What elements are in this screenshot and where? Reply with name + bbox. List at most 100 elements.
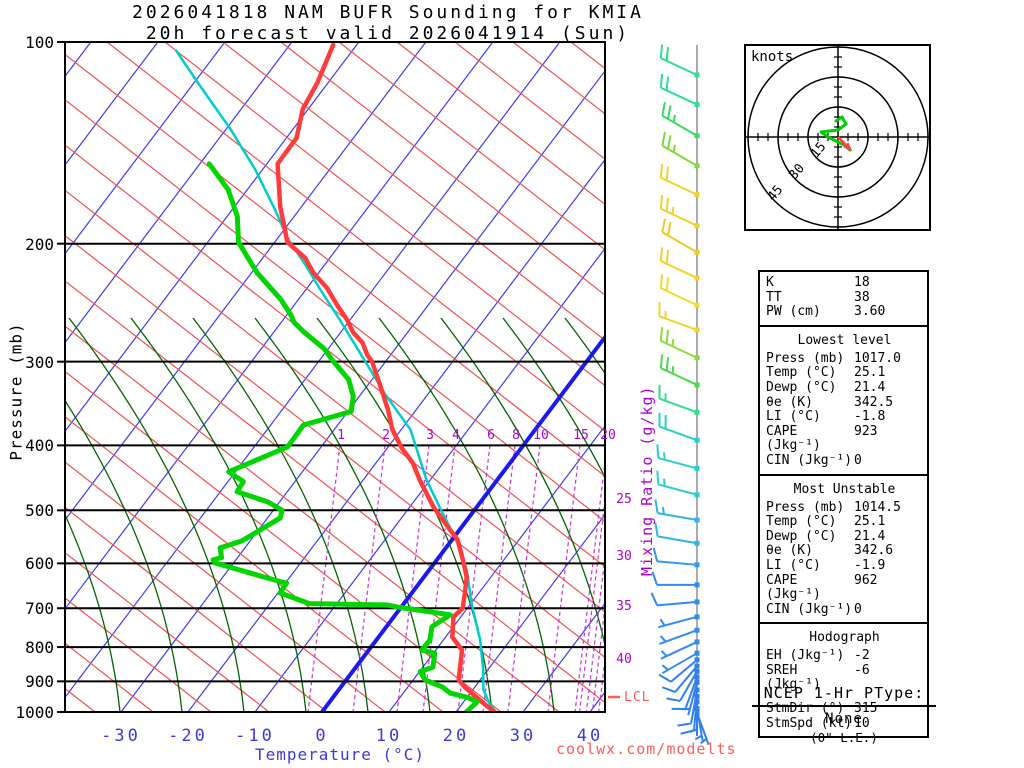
indices-table-row: CIN (Jkg⁻¹) 0 bbox=[766, 453, 923, 469]
wind-barb bbox=[658, 302, 700, 333]
index-value: 1014.5 bbox=[854, 499, 901, 515]
indices-table-row: K 18 bbox=[766, 275, 923, 291]
indices-table-row: Press (mb) 1017.0 bbox=[766, 350, 923, 367]
wind-barb bbox=[659, 247, 700, 281]
index-label: StmSpd (kt) bbox=[766, 715, 853, 731]
plot-border bbox=[64, 41, 606, 713]
indices-table-row: Temp (°C) 25.1 bbox=[766, 515, 923, 530]
index-label: PW (cm) bbox=[766, 304, 821, 320]
mixing-ratio-edge-label: 25 bbox=[616, 492, 632, 507]
temperature-axis-label: Temperature (°C) bbox=[254, 745, 426, 764]
mixing-ratio-label: 1 bbox=[337, 428, 345, 443]
index-value: 962 bbox=[854, 572, 878, 588]
index-value: 10 bbox=[854, 715, 870, 731]
wind-barb bbox=[659, 73, 700, 108]
dry-adiabat-lines bbox=[65, 42, 605, 712]
mixing-ratio-label: 10 bbox=[533, 428, 549, 443]
index-value: -2 bbox=[854, 648, 870, 664]
mixing-ratio-label: 3 bbox=[426, 428, 434, 443]
indices-table-section: Hodograph EH (Jkg⁻¹) -2 SREH (Jkg⁻¹) -6 StmDi… bbox=[760, 622, 927, 736]
mixing-ratio-edge-label: 30 bbox=[616, 549, 632, 564]
wind-barb bbox=[654, 499, 700, 523]
hodograph-trace bbox=[819, 115, 852, 152]
wind-barb bbox=[661, 101, 700, 139]
index-value: 21.4 bbox=[854, 379, 886, 395]
dewpoint-trace bbox=[206, 161, 480, 712]
watermark-link[interactable]: coolwx.com/modelts bbox=[556, 740, 737, 758]
pressure-tick-label: 500 bbox=[25, 501, 54, 520]
wind-barb bbox=[658, 657, 700, 683]
temperature-tick-label: -10 bbox=[235, 726, 275, 746]
index-value: 923 bbox=[854, 423, 878, 439]
index-value: 0 bbox=[854, 601, 862, 617]
hodograph-ring bbox=[777, 76, 899, 198]
ptype-value: None bbox=[825, 711, 863, 727]
wind-barb bbox=[659, 274, 700, 308]
index-value: 25.1 bbox=[854, 514, 886, 530]
wind-barb bbox=[659, 163, 700, 198]
indices-table-row: CIN (Jkg⁻¹) 0 bbox=[766, 601, 923, 618]
index-value: 342.5 bbox=[854, 394, 894, 410]
pressure-tick-label: 600 bbox=[25, 554, 54, 573]
wind-barbs bbox=[650, 44, 710, 746]
index-label: LI (°C) bbox=[766, 557, 821, 573]
index-value: 21.4 bbox=[854, 528, 886, 544]
pressure-tick-label: 400 bbox=[25, 436, 54, 455]
index-label: Dewp (°C) bbox=[766, 528, 837, 544]
temperature-trace bbox=[275, 42, 498, 712]
index-label: Dewp (°C) bbox=[766, 379, 837, 395]
storm-motion-vector bbox=[837, 136, 847, 146]
wind-barb bbox=[659, 627, 700, 645]
wind-barb bbox=[651, 571, 700, 588]
lcl-label: LCL bbox=[624, 690, 651, 705]
wind-barb bbox=[659, 194, 700, 229]
indices-table-row: θe (K) 342.5 bbox=[766, 394, 923, 411]
wind-barb bbox=[659, 44, 700, 78]
indices-section-title: Lowest level bbox=[797, 332, 892, 348]
page-title-line2: 20h forecast valid 2026041914 (Sun) bbox=[145, 23, 631, 44]
index-label: CAPE (Jkg⁻¹) bbox=[766, 572, 821, 603]
indices-table-row: θe (K) 342.6 bbox=[766, 544, 923, 559]
index-label: EH (Jkg⁻¹) bbox=[766, 648, 845, 664]
index-label: CIN (Jkg⁻¹) bbox=[766, 601, 853, 617]
indices-table-row: StmSpd (kt) 10 bbox=[766, 715, 923, 732]
pressure-tick-label: 1000 bbox=[15, 703, 54, 722]
hodograph-units-label: knots bbox=[751, 49, 794, 65]
wind-barb bbox=[661, 663, 700, 694]
indices-table-section: K 18 TT 38 PW (cm) 3.60 bbox=[760, 272, 927, 325]
indices-table-row: Press (mb) 1014.5 bbox=[766, 499, 923, 516]
wind-barb bbox=[666, 668, 700, 702]
index-label: θe (K) bbox=[766, 543, 813, 559]
indices-table-section: Lowest level Press (mb) 1017.0 Temp (°C) 25.… bbox=[760, 324, 927, 474]
mixing-ratio-label: 20 bbox=[600, 428, 616, 443]
wind-barb bbox=[694, 710, 710, 746]
temperature-tick-label: 20 bbox=[442, 726, 470, 746]
ptype-block: NCEP 1-Hr PType: None (0" L.E.) bbox=[752, 684, 936, 745]
index-value: -1.8 bbox=[854, 409, 886, 425]
mixing-ratio-label: 8 bbox=[512, 428, 520, 443]
indices-table-row: Temp (°C) 25.1 bbox=[766, 366, 923, 381]
index-label: TT bbox=[766, 289, 782, 305]
wind-barb bbox=[656, 470, 700, 498]
pressure-tick-label: 200 bbox=[25, 235, 54, 254]
index-label: Press (mb) bbox=[766, 350, 845, 366]
wind-barb bbox=[656, 444, 700, 471]
indices-table-row: Dewp (°C) 21.4 bbox=[766, 528, 923, 545]
index-label: SREH (Jkg⁻¹) bbox=[766, 662, 821, 693]
temperature-tick-label: 10 bbox=[375, 726, 403, 746]
wind-barb bbox=[659, 327, 700, 361]
pressure-tick-label: 700 bbox=[25, 599, 54, 618]
indices-table: K 18 TT 38 PW (cm) 3.60 Lowest level Press (mb)… bbox=[758, 270, 929, 739]
index-label: Press (mb) bbox=[766, 499, 845, 515]
pressure-grid-lines bbox=[65, 42, 605, 712]
temperature-tick-label: 40 bbox=[576, 726, 604, 746]
wind-barb bbox=[661, 650, 700, 675]
parcel-trace bbox=[174, 49, 498, 712]
plot-area bbox=[65, 42, 605, 712]
indices-table-row: TT 38 bbox=[766, 289, 923, 306]
page-title-line1: 2026041818 NAM BUFR Sounding for KMIA bbox=[132, 2, 644, 23]
indices-table-section: Most Unstable Press (mb) 1014.5 Temp (°C) 25… bbox=[760, 473, 927, 623]
indices-table-row: EH (Jkg⁻¹) -2 bbox=[766, 649, 923, 664]
indices-section-title: Hodograph bbox=[809, 630, 880, 646]
